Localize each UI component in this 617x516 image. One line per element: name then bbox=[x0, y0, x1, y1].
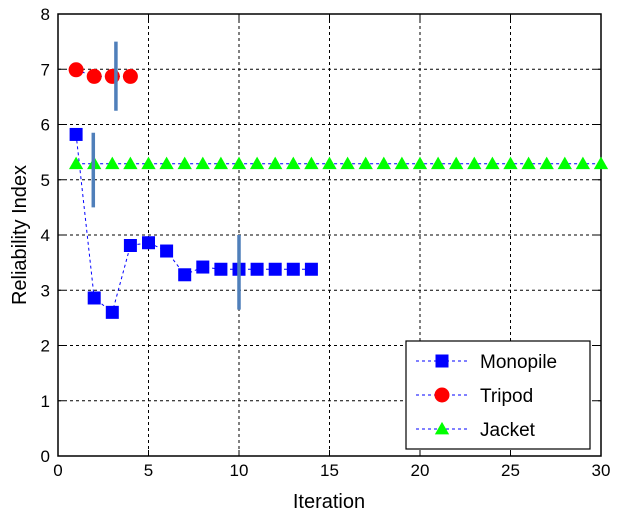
y-tick-label: 5 bbox=[41, 171, 50, 190]
data-point-monopile bbox=[196, 260, 210, 274]
data-point-monopile bbox=[214, 262, 228, 276]
data-point-jacket bbox=[105, 156, 120, 170]
data-point-jacket bbox=[521, 156, 536, 170]
data-point-jacket bbox=[376, 156, 391, 170]
data-point-tripod bbox=[122, 68, 138, 84]
series-monopile bbox=[69, 127, 318, 319]
data-point-jacket bbox=[141, 156, 156, 170]
data-point-jacket bbox=[539, 156, 554, 170]
legend-item-jacket: Jacket bbox=[416, 420, 536, 441]
y-tick-label: 6 bbox=[41, 116, 50, 135]
data-point-jacket bbox=[575, 156, 591, 170]
legend: Monopile Tripod Jacket bbox=[405, 340, 591, 450]
legend-marker bbox=[435, 354, 449, 368]
data-point-jacket bbox=[593, 156, 609, 170]
data-point-jacket bbox=[123, 156, 138, 170]
data-point-jacket bbox=[322, 156, 337, 170]
data-point-tripod bbox=[68, 62, 84, 78]
legend-marker bbox=[434, 387, 450, 403]
data-point-jacket bbox=[177, 156, 192, 170]
y-tick-label: 0 bbox=[41, 447, 50, 466]
x-tick-label: 25 bbox=[501, 461, 520, 480]
y-tick-label: 7 bbox=[41, 60, 50, 79]
data-point-monopile bbox=[123, 238, 137, 252]
y-axis-label: Reliability Index bbox=[9, 165, 31, 305]
data-point-jacket bbox=[268, 156, 283, 170]
data-point-jacket bbox=[304, 156, 319, 170]
data-point-jacket bbox=[68, 156, 84, 170]
data-point-jacket bbox=[159, 156, 174, 170]
y-tick-label: 8 bbox=[41, 5, 50, 24]
data-point-monopile bbox=[160, 244, 174, 258]
data-point-jacket bbox=[286, 156, 301, 170]
data-point-jacket bbox=[213, 156, 229, 170]
series-tripod bbox=[68, 62, 138, 84]
x-tick-label: 30 bbox=[592, 461, 611, 480]
x-tick-label: 5 bbox=[144, 461, 153, 480]
data-point-jacket bbox=[557, 156, 572, 170]
data-point-jacket bbox=[449, 156, 464, 170]
data-point-jacket bbox=[394, 156, 410, 170]
data-point-jacket bbox=[195, 156, 210, 170]
data-point-jacket bbox=[485, 156, 500, 170]
legend-marker bbox=[434, 421, 450, 435]
data-point-monopile bbox=[250, 262, 264, 276]
x-tick-label: 10 bbox=[230, 461, 249, 480]
y-tick-label: 4 bbox=[41, 226, 50, 245]
data-point-jacket bbox=[249, 156, 265, 170]
legend-label: Jacket bbox=[480, 420, 536, 441]
x-tick-label: 15 bbox=[320, 461, 339, 480]
data-point-monopile bbox=[142, 236, 155, 250]
data-point-tripod bbox=[86, 68, 102, 84]
y-tick-label: 1 bbox=[41, 392, 50, 411]
legend-item-monopile: Monopile bbox=[416, 352, 557, 373]
data-point-monopile bbox=[69, 127, 83, 141]
data-point-jacket bbox=[503, 156, 518, 170]
x-tick-label: 20 bbox=[411, 461, 430, 480]
y-tick-label: 2 bbox=[41, 337, 50, 356]
data-point-monopile bbox=[105, 305, 119, 319]
axis-ticks: 0 5 10 15 20 25 30 0 1 2 3 4 5 6 7 8 bbox=[41, 5, 611, 480]
data-point-jacket bbox=[340, 156, 355, 170]
x-axis-label: Iteration bbox=[293, 491, 365, 513]
legend-label: Monopile bbox=[480, 352, 557, 373]
data-point-jacket bbox=[412, 156, 428, 170]
legend-item-tripod: Tripod bbox=[416, 386, 533, 407]
data-point-jacket bbox=[430, 156, 446, 170]
series-jacket bbox=[68, 156, 609, 170]
x-tick-label: 0 bbox=[53, 461, 62, 480]
data-point-jacket bbox=[358, 156, 373, 170]
data-point-monopile bbox=[178, 268, 192, 282]
data-point-monopile bbox=[304, 262, 318, 276]
data-point-monopile bbox=[268, 262, 282, 276]
series-line-tripod bbox=[75, 69, 131, 77]
data-point-monopile bbox=[87, 291, 101, 305]
data-point-monopile bbox=[286, 262, 300, 276]
series-layer bbox=[68, 62, 609, 319]
data-point-jacket bbox=[231, 156, 247, 170]
annotation-layer bbox=[91, 41, 241, 310]
data-point-jacket bbox=[467, 156, 482, 170]
y-tick-label: 3 bbox=[41, 281, 50, 300]
legend-label: Tripod bbox=[480, 386, 533, 407]
